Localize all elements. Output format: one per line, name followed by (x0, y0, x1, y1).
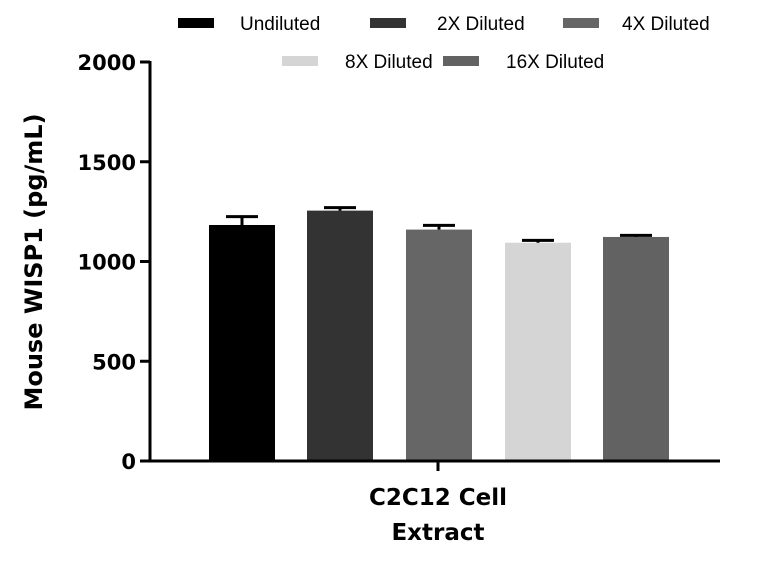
legend-label: 4X Diluted (622, 14, 710, 35)
y-tick-label: 1000 (78, 251, 136, 275)
y-tick-label: 500 (92, 350, 136, 374)
y-tick-label: 0 (121, 450, 136, 474)
y-tick-label: 2000 (78, 51, 136, 75)
y-tick-label: 1500 (78, 151, 136, 175)
bar-8x-diluted (505, 242, 571, 461)
legend-label: 16X Diluted (506, 52, 604, 73)
legend-label: 2X Diluted (437, 14, 525, 35)
legend-swatch (178, 18, 214, 28)
bars (209, 206, 669, 461)
legend: Undiluted 2X Diluted 4X Diluted 8X Diluted 1… (178, 14, 710, 73)
legend-swatch (370, 18, 406, 28)
legend-swatch (443, 56, 479, 66)
legend-label: 8X Diluted (345, 52, 433, 73)
bar-4x-diluted (406, 229, 472, 461)
x-category-label-line1: C2C12 Cell (369, 485, 507, 511)
bar-undiluted (209, 224, 275, 461)
legend-swatch (563, 18, 599, 28)
y-axis: 0 500 1000 1500 2000 (78, 51, 152, 474)
bar-16x-diluted (603, 236, 669, 461)
legend-label: Undiluted (240, 14, 320, 35)
legend-swatch (282, 56, 318, 66)
x-category-label-line2: Extract (391, 520, 484, 546)
y-axis-label: Mouse WISP1 (pg/mL) (20, 113, 48, 410)
x-axis (150, 459, 720, 471)
bar-2x-diluted (307, 210, 373, 461)
